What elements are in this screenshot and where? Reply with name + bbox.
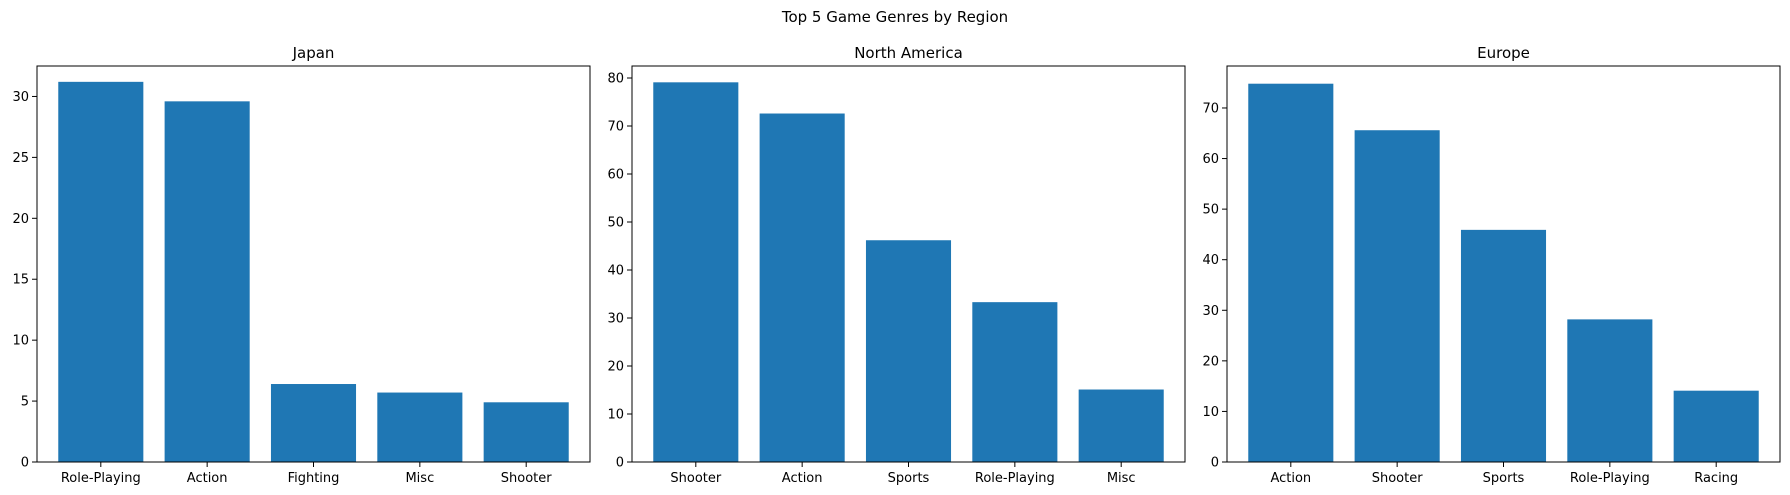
bar bbox=[164, 101, 250, 462]
bar bbox=[1078, 389, 1164, 462]
y-tick-label: 70 bbox=[607, 120, 624, 135]
y-tick-label: 30 bbox=[12, 90, 29, 105]
x-tick-label: Role-Playing bbox=[1570, 471, 1650, 486]
bar bbox=[972, 302, 1058, 462]
bar bbox=[653, 82, 739, 462]
y-tick-label: 50 bbox=[607, 216, 624, 231]
x-tick-label: Role-Playing bbox=[61, 471, 141, 486]
y-tick-label: 20 bbox=[1202, 354, 1219, 369]
y-tick-label: 0 bbox=[21, 456, 29, 471]
x-tick-label: Role-Playing bbox=[975, 471, 1055, 486]
subplots: Japan Role-Playing Action Fighting Misc Shoot… bbox=[12, 44, 1781, 486]
subplot-2: Europe Action Shooter Sports Role-Playing Rac… bbox=[1202, 44, 1781, 486]
y-tick-label: 10 bbox=[12, 334, 29, 349]
bar bbox=[1567, 319, 1653, 462]
y-tick-label: 70 bbox=[1202, 101, 1219, 116]
y-tick-label: 0 bbox=[1211, 456, 1219, 471]
axes-frame bbox=[1226, 65, 1781, 463]
bar bbox=[483, 402, 569, 462]
bar bbox=[58, 81, 144, 462]
y-tick-label: 5 bbox=[21, 395, 29, 410]
axes-frame bbox=[36, 65, 591, 463]
bar bbox=[865, 240, 952, 462]
x-tick-label: Sports bbox=[888, 471, 930, 486]
axes-frame bbox=[631, 65, 1186, 463]
x-tick-label: Misc bbox=[1107, 471, 1136, 486]
y-tick-label: 15 bbox=[12, 273, 29, 288]
y-tick-label: 60 bbox=[607, 168, 624, 183]
x-tick-label: Fighting bbox=[288, 471, 340, 486]
subplot-title: North America bbox=[854, 44, 963, 62]
y-tick-label: 25 bbox=[12, 151, 29, 166]
x-tick-label: Misc bbox=[405, 471, 434, 486]
subplot-0: Japan Role-Playing Action Fighting Misc Shoot… bbox=[12, 44, 591, 486]
y-tick-label: 30 bbox=[607, 312, 624, 327]
y-tick-label: 40 bbox=[1202, 253, 1219, 268]
bar bbox=[1673, 390, 1759, 462]
subplot-title: Europe bbox=[1477, 44, 1530, 62]
bar bbox=[1354, 130, 1440, 462]
x-tick-label: Action bbox=[782, 471, 823, 486]
x-tick-label: Sports bbox=[1483, 471, 1525, 486]
y-tick-label: 80 bbox=[607, 72, 624, 87]
figure-suptitle: Top 5 Game Genres by Region bbox=[781, 8, 1008, 26]
subplot-title: Japan bbox=[292, 44, 335, 62]
x-tick-label: Shooter bbox=[670, 471, 721, 486]
subplot-1: North America Shooter Action Sports Role-Pla… bbox=[607, 44, 1186, 486]
x-tick-label: Shooter bbox=[501, 471, 552, 486]
y-tick-label: 50 bbox=[1202, 203, 1219, 218]
y-tick-label: 10 bbox=[1202, 405, 1219, 420]
y-tick-label: 10 bbox=[607, 408, 624, 423]
bar bbox=[270, 384, 357, 462]
y-tick-label: 30 bbox=[1202, 304, 1219, 319]
y-tick-label: 0 bbox=[616, 456, 624, 471]
bar bbox=[759, 113, 845, 463]
x-tick-label: Action bbox=[1270, 471, 1311, 486]
y-tick-label: 20 bbox=[12, 212, 29, 227]
y-tick-label: 60 bbox=[1202, 152, 1219, 167]
bar bbox=[1460, 229, 1547, 462]
y-tick-label: 20 bbox=[607, 360, 624, 375]
x-tick-label: Action bbox=[187, 471, 228, 486]
x-tick-label: Shooter bbox=[1372, 471, 1423, 486]
x-tick-label: Racing bbox=[1694, 471, 1738, 486]
bar bbox=[377, 392, 463, 462]
y-tick-label: 40 bbox=[607, 264, 624, 279]
bar bbox=[1248, 83, 1334, 463]
